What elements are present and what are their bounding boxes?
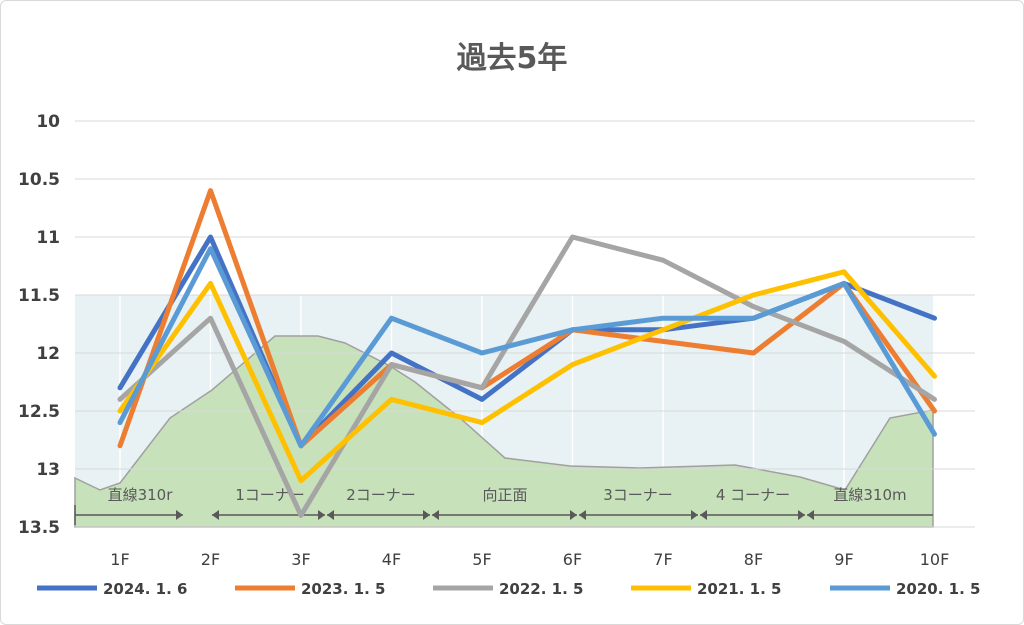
- section-arrowhead: [807, 510, 814, 520]
- section-arrowhead: [798, 510, 805, 520]
- x-tick-label: 1F: [110, 550, 129, 569]
- section-arrowhead: [423, 510, 430, 520]
- section-label: 向正面: [482, 486, 527, 504]
- y-tick-label: 12.5: [18, 402, 60, 422]
- section-arrowhead: [318, 510, 325, 520]
- y-tick-label: 10: [36, 112, 60, 132]
- legend-entry: 2022. 1. 5: [499, 580, 583, 598]
- section-arrowhead: [327, 510, 334, 520]
- track-sections: 直線310r 1コーナー 2コーナー 向正面 3コーナー 4 コーナー 直線310m: [74, 486, 933, 525]
- y-tick-label: 11.5: [18, 286, 60, 306]
- x-tick-label: 10F: [920, 550, 950, 569]
- series-line: [117, 188, 937, 449]
- x-tick-label: 9F: [834, 550, 853, 569]
- section-label: 4 コーナー: [716, 486, 790, 504]
- x-tick-label: 4F: [382, 550, 401, 569]
- y-tick-label: 13.5: [18, 518, 60, 538]
- section-label: 直線310m: [833, 486, 906, 504]
- y-tick-label: 13: [36, 460, 60, 480]
- y-tick-label: 11: [36, 228, 60, 248]
- x-tick-label: 7F: [653, 550, 672, 569]
- section-arrowhead: [432, 510, 439, 520]
- legend-entry: 2021. 1. 5: [697, 580, 781, 598]
- x-tick-label: 2F: [201, 550, 220, 569]
- section-arrowhead: [212, 510, 219, 520]
- x-tick-label: 6F: [563, 550, 582, 569]
- x-tick-label: 5F: [472, 550, 491, 569]
- series-line: [117, 234, 937, 518]
- section-arrowhead: [700, 510, 707, 520]
- section-arrowhead: [579, 510, 586, 520]
- y-tick-label: 10.5: [18, 170, 60, 190]
- y-tick-label: 12: [36, 344, 60, 364]
- track-elevation-area: [74, 335, 934, 528]
- section-arrowhead: [570, 510, 577, 520]
- y-axis-ticks: 10 10.5 11 11.5 12 12.5 13 13.5: [18, 112, 60, 538]
- legend-entry: 2023. 1. 5: [301, 580, 385, 598]
- chart-title: 過去5年: [457, 41, 568, 76]
- x-axis-ticks: 1F 2F 3F 4F 5F 6F 7F 8F 9F 10F: [110, 550, 949, 569]
- legend-entry: 2024. 1. 6: [103, 580, 187, 598]
- legend-entry: 2020. 1. 5: [896, 580, 980, 598]
- section-label: 2コーナー: [346, 486, 416, 504]
- section-label: 3コーナー: [603, 486, 673, 504]
- x-tick-label: 3F: [291, 550, 310, 569]
- x-tick-label: 8F: [744, 550, 763, 569]
- section-label: 直線310r: [108, 486, 174, 504]
- legend: 2024. 1. 6 2023. 1. 5 2022. 1. 5 2021. 1. 5…: [37, 580, 980, 598]
- series-line: [117, 269, 937, 484]
- section-arrowhead: [691, 510, 698, 520]
- section-arrowhead: [176, 510, 183, 520]
- series-line: [117, 246, 937, 449]
- series-lines: [117, 188, 937, 518]
